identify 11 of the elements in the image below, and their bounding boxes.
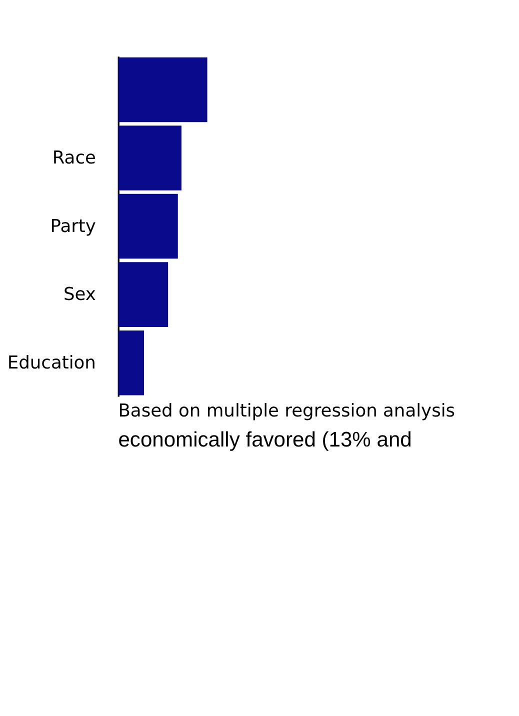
- bar: [118, 194, 178, 259]
- bar: [118, 126, 182, 190]
- y-tick-label: Race: [52, 148, 96, 169]
- bar: [118, 262, 168, 327]
- text: economically favored (13% and: [118, 428, 412, 452]
- text: Based on multiple regression analysis: [118, 400, 456, 422]
- y-tick-label: Education: [7, 352, 96, 374]
- bar: [118, 330, 144, 396]
- y-tick-label: Sex: [63, 284, 96, 306]
- bar: [118, 57, 208, 122]
- y-tick-label: Party: [50, 216, 96, 237]
